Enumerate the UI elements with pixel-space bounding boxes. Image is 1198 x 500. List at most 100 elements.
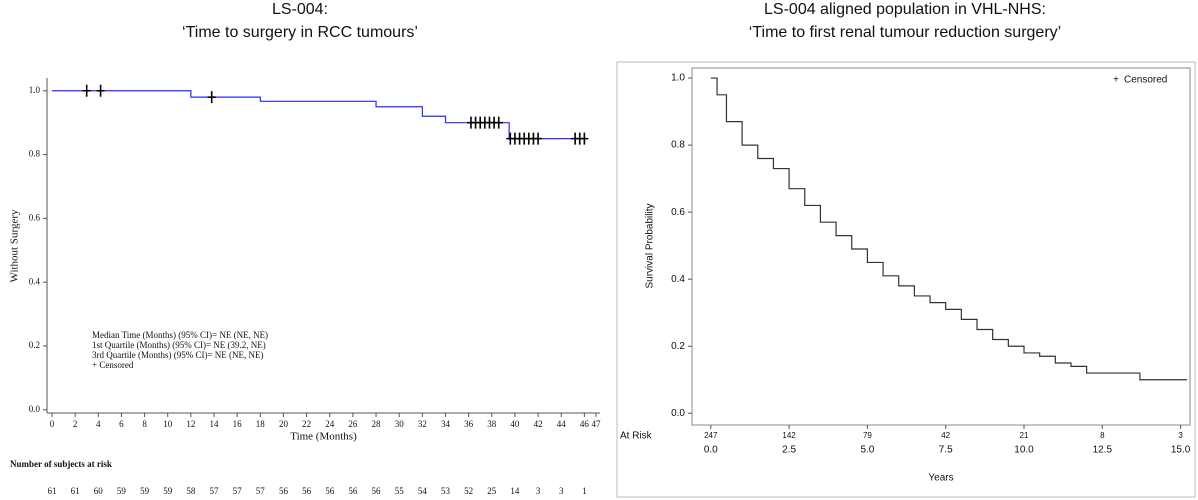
y-tick-label: 1.0 bbox=[671, 73, 685, 84]
x-tick-label: 15.0 bbox=[1171, 445, 1191, 456]
x-tick-label: 32 bbox=[418, 419, 427, 429]
at-risk-label: Number of subjects at risk bbox=[10, 459, 112, 469]
at-risk-value: 59 bbox=[163, 486, 173, 496]
annotation: 1st Quartile (Months) (95% CI)= NE (39.2… bbox=[92, 340, 266, 350]
at-risk-value: 3 bbox=[536, 486, 541, 496]
at-risk-value: 55 bbox=[395, 486, 405, 496]
at-risk-value: 53 bbox=[441, 486, 451, 496]
annotation: Median Time (Months) (95% CI)= NE (NE, N… bbox=[92, 330, 268, 340]
x-tick-label: 24 bbox=[325, 419, 335, 429]
x-tick-label: 38 bbox=[487, 419, 497, 429]
at-risk-value: 79 bbox=[863, 431, 872, 440]
x-tick-label: 34 bbox=[441, 419, 451, 429]
x-tick-label: 0.0 bbox=[704, 445, 718, 456]
y-tick-label: 0.8 bbox=[671, 140, 685, 151]
x-tick-label: 10.0 bbox=[1014, 445, 1034, 456]
y-tick-label: 0.4 bbox=[29, 276, 41, 286]
x-tick-label: 0 bbox=[50, 419, 55, 429]
x-tick-label: 47 bbox=[591, 419, 601, 429]
y-axis-label: Survival Probability bbox=[645, 203, 656, 288]
y-axis-label: Without Surgery bbox=[9, 209, 21, 282]
x-tick-label: 8 bbox=[142, 419, 147, 429]
x-tick-label: 10 bbox=[163, 419, 173, 429]
y-tick-label: 0.2 bbox=[671, 341, 685, 352]
at-risk-value: 56 bbox=[372, 486, 382, 496]
at-risk-value: 57 bbox=[233, 486, 243, 496]
x-tick-label: 14 bbox=[210, 419, 220, 429]
survival-curve bbox=[51, 90, 587, 140]
plot-frame bbox=[691, 67, 1191, 426]
at-risk-value: 61 bbox=[71, 486, 80, 496]
chart-subtitle: ‘Time to first renal tumour reduction su… bbox=[749, 24, 1061, 41]
x-tick-label: 26 bbox=[348, 419, 358, 429]
x-tick-label: 28 bbox=[372, 419, 382, 429]
x-tick-label: 7.5 bbox=[939, 445, 953, 456]
x-tick-label: 4 bbox=[96, 419, 101, 429]
y-tick-label: 0.0 bbox=[29, 404, 41, 414]
censor-mark bbox=[494, 116, 503, 129]
censor-mark bbox=[580, 132, 589, 145]
x-tick-label: 12.5 bbox=[1093, 445, 1113, 456]
x-tick-label: 6 bbox=[119, 419, 124, 429]
x-tick-label: 16 bbox=[233, 419, 243, 429]
x-tick-label: 36 bbox=[464, 419, 474, 429]
at-risk-value: 57 bbox=[256, 486, 266, 496]
panel-frame bbox=[616, 61, 1196, 498]
y-tick-label: 0.6 bbox=[29, 212, 41, 222]
at-risk-value: 56 bbox=[325, 486, 335, 496]
at-risk-value: 58 bbox=[186, 486, 196, 496]
x-tick-label: 44 bbox=[557, 419, 567, 429]
censor-mark bbox=[82, 84, 91, 97]
at-risk-value: 8 bbox=[1100, 431, 1105, 440]
at-risk-value: 56 bbox=[302, 486, 312, 496]
censor-mark bbox=[534, 132, 543, 145]
x-tick-label: 12 bbox=[186, 419, 195, 429]
at-risk-value: 247 bbox=[704, 431, 718, 440]
x-axis-label: Time (Months) bbox=[290, 431, 357, 443]
at-risk-value: 52 bbox=[464, 486, 473, 496]
chart-title: LS-004: bbox=[272, 1, 328, 18]
at-risk-label: At Risk bbox=[620, 431, 653, 442]
at-risk-value: 57 bbox=[210, 486, 220, 496]
x-tick-label: 2.5 bbox=[782, 445, 796, 456]
x-tick-label: 5.0 bbox=[860, 445, 874, 456]
survival-curve bbox=[710, 77, 1187, 381]
legend-label: Censored bbox=[1124, 75, 1167, 86]
at-risk-value: 25 bbox=[487, 486, 497, 496]
annotation: 3rd Quartile (Months) (95% CI)= NE (NE, … bbox=[92, 350, 264, 360]
at-risk-value: 3 bbox=[559, 486, 564, 496]
x-axis-label: Years bbox=[928, 473, 953, 484]
x-tick-label: 2 bbox=[73, 419, 78, 429]
annotation: + Censored bbox=[92, 360, 134, 370]
y-tick-label: 0.8 bbox=[29, 149, 41, 159]
at-risk-value: 60 bbox=[94, 486, 104, 496]
y-tick-label: 0.6 bbox=[671, 207, 685, 218]
censor-mark bbox=[207, 91, 216, 104]
chart-title: LS-004 aligned population in VHL-NHS: bbox=[764, 1, 1046, 18]
x-tick-label: 18 bbox=[256, 419, 266, 429]
x-tick-label: 22 bbox=[302, 419, 311, 429]
y-tick-label: 1.0 bbox=[29, 85, 41, 95]
at-risk-value: 1 bbox=[582, 486, 587, 496]
y-tick-label: 0.2 bbox=[29, 340, 40, 350]
at-risk-value: 142 bbox=[782, 431, 796, 440]
at-risk-value: 54 bbox=[418, 486, 428, 496]
chart-subtitle: ‘Time to surgery in RCC tumours’ bbox=[182, 24, 418, 41]
x-tick-label: 30 bbox=[395, 419, 405, 429]
x-tick-label: 40 bbox=[510, 419, 520, 429]
at-risk-value: 3 bbox=[1178, 431, 1183, 440]
at-risk-value: 59 bbox=[117, 486, 127, 496]
x-tick-label: 42 bbox=[534, 419, 543, 429]
at-risk-value: 14 bbox=[510, 486, 520, 496]
legend-symbol: + bbox=[1113, 75, 1119, 86]
censor-mark bbox=[96, 84, 105, 97]
x-tick-label: 46 bbox=[580, 419, 590, 429]
y-tick-label: 0.4 bbox=[671, 274, 685, 285]
at-risk-value: 56 bbox=[279, 486, 289, 496]
at-risk-value: 59 bbox=[140, 486, 150, 496]
at-risk-value: 42 bbox=[941, 431, 950, 440]
at-risk-value: 61 bbox=[47, 486, 56, 496]
x-tick-label: 20 bbox=[279, 419, 289, 429]
